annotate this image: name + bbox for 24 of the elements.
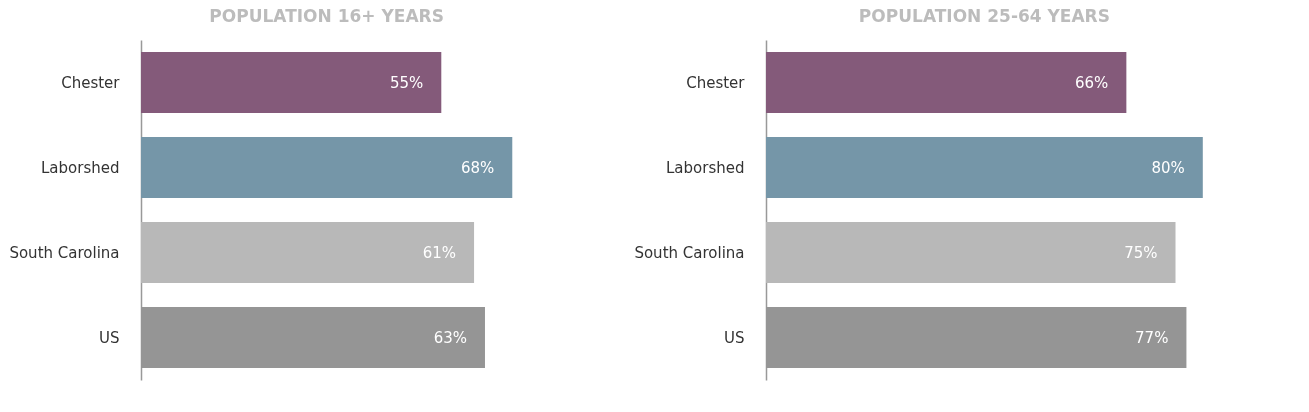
- data-label: 77%: [1135, 328, 1169, 347]
- bar: [766, 136, 1203, 199]
- bar: [766, 221, 1176, 284]
- chart-title: POPULATION 16+ YEARS: [209, 6, 444, 26]
- bar: [141, 221, 475, 284]
- y-tick-label: South Carolina: [9, 243, 120, 262]
- data-label: 63%: [433, 328, 467, 347]
- bar: [766, 51, 1127, 114]
- data-label: 61%: [422, 243, 457, 262]
- data-label: 80%: [1151, 158, 1185, 177]
- y-tick-label: Laborshed: [41, 158, 120, 177]
- y-tick-label: US: [723, 328, 745, 347]
- y-tick-label: South Carolina: [634, 243, 745, 262]
- chart-title: POPULATION 25-64 YEARS: [858, 6, 1110, 26]
- y-tick-label: US: [98, 328, 120, 347]
- data-label: 75%: [1124, 243, 1158, 262]
- y-tick-label: Chester: [61, 73, 121, 92]
- y-tick-label: Chester: [686, 73, 746, 92]
- y-tick-label: Laborshed: [666, 158, 745, 177]
- bar: [141, 51, 442, 114]
- data-label: 68%: [460, 158, 495, 177]
- data-label: 66%: [1075, 73, 1109, 92]
- data-label: 55%: [389, 73, 424, 92]
- bar: [141, 136, 513, 199]
